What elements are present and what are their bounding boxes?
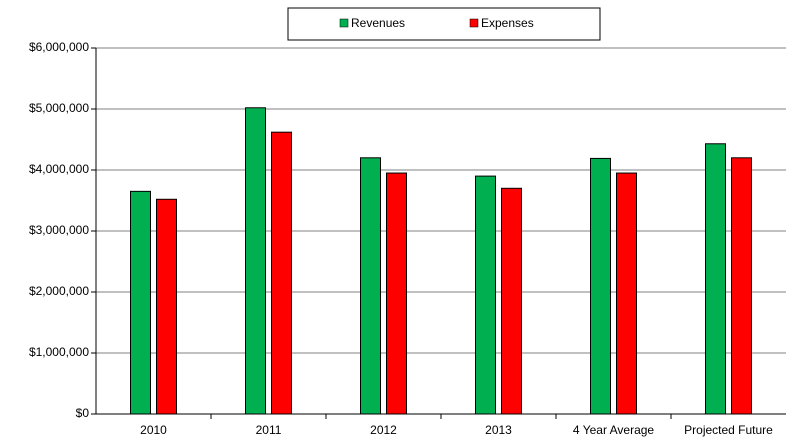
x-tick-label: 2011	[256, 423, 282, 437]
bar	[271, 131, 292, 415]
bar	[130, 190, 151, 415]
y-tick-label: $3,000,000	[29, 223, 89, 237]
bar	[386, 172, 407, 415]
legend-box	[287, 7, 601, 41]
x-tick-label: 2013	[485, 423, 512, 437]
y-tick-label: $5,000,000	[29, 101, 89, 115]
x-tick-label: 4 Year Average	[573, 423, 655, 437]
bar	[245, 107, 266, 415]
legend-swatch	[469, 18, 479, 28]
bar	[475, 175, 496, 415]
y-tick-label: $4,000,000	[29, 162, 89, 176]
x-tick-label: 2012	[370, 423, 397, 437]
bar	[360, 157, 381, 415]
legend-swatch	[339, 18, 349, 28]
legend-label: Expenses	[481, 16, 534, 30]
bar	[590, 157, 611, 415]
bar	[731, 157, 752, 415]
y-tick-label: $0	[76, 406, 90, 420]
y-tick-label: $1,000,000	[29, 345, 89, 359]
bar	[501, 187, 522, 415]
y-tick-label: $6,000,000	[29, 40, 89, 54]
bar	[156, 198, 177, 415]
x-tick-label: Projected Future	[684, 423, 773, 437]
y-tick-label: $2,000,000	[29, 284, 89, 298]
bar	[705, 143, 726, 415]
x-tick-label: 2010	[140, 423, 167, 437]
legend-label: Revenues	[351, 16, 405, 30]
bar	[616, 172, 637, 415]
